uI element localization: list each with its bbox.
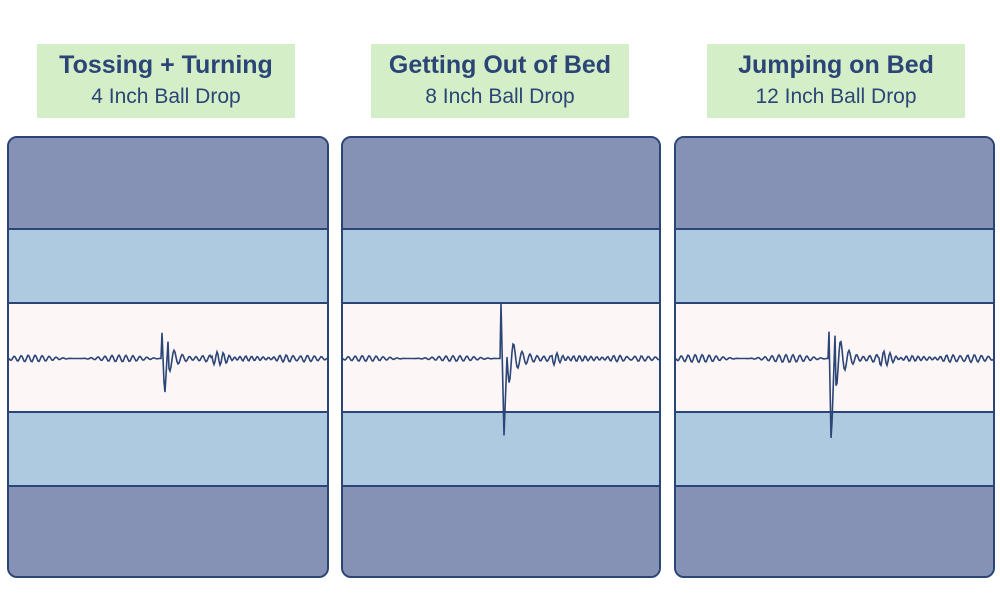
top-layer — [9, 138, 327, 230]
motion-waveform — [676, 331, 993, 439]
label-getting-out-of-bed: Getting Out of Bed 8 Inch Ball Drop — [371, 44, 629, 118]
label-tossing-turning: Tossing + Turning 4 Inch Ball Drop — [37, 44, 295, 118]
label-jumping-on-bed: Jumping on Bed 12 Inch Ball Drop — [707, 44, 965, 118]
panel-title: Getting Out of Bed — [388, 51, 612, 79]
mattress-panel-3 — [674, 136, 995, 578]
lower-comfort-layer — [343, 413, 659, 487]
waveform-line — [676, 331, 993, 439]
upper-comfort-layer — [343, 230, 659, 304]
motion-waveform — [9, 332, 327, 393]
mattress-panel-1 — [7, 136, 329, 578]
base-layer — [9, 487, 327, 576]
top-layer — [676, 138, 993, 230]
base-layer — [343, 487, 659, 576]
panel-subtitle: 4 Inch Ball Drop — [91, 85, 241, 108]
panel-title: Tossing + Turning — [59, 51, 273, 79]
mattress-panel-2 — [341, 136, 661, 578]
upper-comfort-layer — [9, 230, 327, 304]
top-layer — [343, 138, 659, 230]
base-layer — [676, 487, 993, 576]
lower-comfort-layer — [9, 413, 327, 487]
motion-waveform — [343, 303, 659, 436]
waveform-line — [343, 303, 659, 436]
panel-subtitle: 12 Inch Ball Drop — [755, 85, 917, 108]
lower-comfort-layer — [676, 413, 993, 487]
waveform-line — [9, 332, 327, 393]
upper-comfort-layer — [676, 230, 993, 304]
panel-subtitle: 8 Inch Ball Drop — [425, 85, 575, 108]
panel-title: Jumping on Bed — [738, 51, 934, 79]
